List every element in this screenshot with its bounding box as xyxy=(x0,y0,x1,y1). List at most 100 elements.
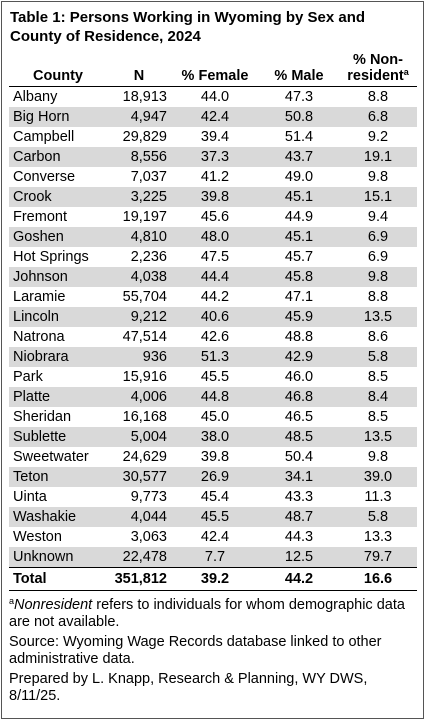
table-cell: Sheridan xyxy=(13,409,72,425)
table-cell: 41.2 xyxy=(200,169,230,185)
table-cell: 49.0 xyxy=(284,169,314,185)
table-cell: 4,810 xyxy=(107,227,171,247)
table-cell: 45.0 xyxy=(200,409,230,425)
table-cell: 45.4 xyxy=(200,489,230,505)
table-cell: Total xyxy=(9,567,107,591)
table-title: Table 1: Persons Working in Wyoming by S… xyxy=(10,9,366,45)
table-cell: Fremont xyxy=(13,209,67,225)
table-cell: 47.1 xyxy=(284,289,314,305)
table-cell: 936 xyxy=(107,347,171,367)
table-cell: 45.5 xyxy=(171,507,259,527)
table-cell: 44.2 xyxy=(259,567,339,591)
table-cell: 9.8 xyxy=(367,449,389,465)
table-cell: 18,913 xyxy=(122,89,167,105)
table-row: Teton 30,577 26.9 34.1 39.0 xyxy=(9,467,417,487)
footnote-text: refers to individuals for whom demograph… xyxy=(9,597,405,630)
table-cell: 46.0 xyxy=(284,369,314,385)
table-row: Lincoln 9,212 40.6 45.9 13.5 xyxy=(9,307,417,327)
table-cell: Campbell xyxy=(13,129,75,145)
table-cell: 9.8 xyxy=(339,267,417,287)
table-cell: 48.8 xyxy=(284,329,314,345)
table-cell: 7,037 xyxy=(130,169,167,185)
table-cell: 39.2 xyxy=(171,567,259,591)
table-cell: 45.8 xyxy=(259,267,339,287)
table-cell: Unknown xyxy=(9,547,107,568)
table-cell: 30,577 xyxy=(107,467,171,487)
table-cell: 11.3 xyxy=(364,489,392,505)
table-row: Hot Springs 2,236 47.5 45.7 6.9 xyxy=(9,247,417,267)
table-cell: Converse xyxy=(13,169,76,185)
table-cell: Washakie xyxy=(9,507,107,527)
column-header-text: % Male xyxy=(274,68,324,84)
table-cell: 55,704 xyxy=(122,289,167,305)
table-cell: 50.8 xyxy=(259,107,339,127)
table-cell: 9.4 xyxy=(367,209,389,225)
prepared-note: Prepared by L. Knapp, Research & Plannin… xyxy=(9,671,368,704)
table-cell: 46.5 xyxy=(284,409,314,425)
column-header-text: % Non-resident xyxy=(347,52,404,84)
table-cell: 42.4 xyxy=(200,529,230,545)
table-cell: Sublette xyxy=(9,427,107,447)
table-cell: 12.5 xyxy=(259,547,339,568)
table-cell: 8.5 xyxy=(367,409,389,425)
table-cell: Lincoln xyxy=(9,307,107,327)
table-row: Crook 3,225 39.8 45.1 15.1 xyxy=(9,187,417,207)
table-row: Natrona 47,514 42.6 48.8 8.6 xyxy=(9,327,417,347)
table-cell: 19,197 xyxy=(122,209,167,225)
table-cell: Teton xyxy=(9,467,107,487)
table-cell: 19.1 xyxy=(339,147,417,167)
table-cell: Big Horn xyxy=(9,107,107,127)
table-cell: Johnson xyxy=(9,267,107,287)
table-cell: 2,236 xyxy=(130,249,167,265)
table-cell: 51.3 xyxy=(171,347,259,367)
table-cell: 8.4 xyxy=(339,387,417,407)
table-cell: 8.8 xyxy=(367,89,389,105)
table-cell: 38.0 xyxy=(171,427,259,447)
table-cell: Platte xyxy=(9,387,107,407)
table-cell: 3,225 xyxy=(107,187,171,207)
table-row: Sheridan 16,168 45.0 46.5 8.5 xyxy=(9,407,417,427)
table-cell: 44.3 xyxy=(284,529,314,545)
table-cell: 9.8 xyxy=(367,169,389,185)
table-cell: 47.3 xyxy=(284,89,314,105)
table-cell: 43.7 xyxy=(259,147,339,167)
table-cell: Sweetwater xyxy=(13,449,89,465)
table-cell: 39.0 xyxy=(339,467,417,487)
table-cell: Goshen xyxy=(9,227,107,247)
table-cell: Weston xyxy=(13,529,62,545)
table-cell: 6.9 xyxy=(339,227,417,247)
table-cell: 44.0 xyxy=(200,89,230,105)
table-cell: 15,916 xyxy=(122,369,167,385)
column-header: % Non-residenta xyxy=(339,52,417,87)
table-cell: 4,044 xyxy=(107,507,171,527)
table-cell: 4,947 xyxy=(107,107,171,127)
table-row: Sublette 5,004 38.0 48.5 13.5 xyxy=(9,427,417,447)
table-cell: Crook xyxy=(9,187,107,207)
table-cell: 42.4 xyxy=(171,107,259,127)
footnote: aNonresident refers to individuals for w… xyxy=(9,597,414,631)
table-cell: 13.5 xyxy=(339,427,417,447)
column-header: N xyxy=(107,52,171,87)
table-cell: Hot Springs xyxy=(13,249,89,265)
table-cell: Laramie xyxy=(13,289,66,305)
column-header-text: % Female xyxy=(181,68,249,84)
table-cell: 5.8 xyxy=(339,507,417,527)
table-cell: Niobrara xyxy=(9,347,107,367)
table-cell: 13.3 xyxy=(363,529,393,545)
table-cell: 9,773 xyxy=(130,489,167,505)
table-cell: 42.6 xyxy=(200,329,230,345)
table-row: Goshen 4,810 48.0 45.1 6.9 xyxy=(9,227,417,247)
table-cell: 26.9 xyxy=(171,467,259,487)
table-row: Uinta 9,773 45.4 43.3 11.3 xyxy=(9,487,417,507)
table-cell: 50.4 xyxy=(284,449,314,465)
table-cell: 44.9 xyxy=(284,209,314,225)
table-cell: 48.7 xyxy=(259,507,339,527)
table-cell: 39.8 xyxy=(171,187,259,207)
table-cell: 44.2 xyxy=(200,289,230,305)
table-row: Carbon 8,556 37.3 43.7 19.1 xyxy=(9,147,417,167)
table-row: Sweetwater 24,629 39.8 50.4 9.8 xyxy=(9,447,417,467)
table-row: Weston 3,063 42.4 44.3 13.3 xyxy=(9,527,417,547)
source-note: Source: Wyoming Wage Records database li… xyxy=(9,634,382,667)
table-cell: 44.4 xyxy=(171,267,259,287)
